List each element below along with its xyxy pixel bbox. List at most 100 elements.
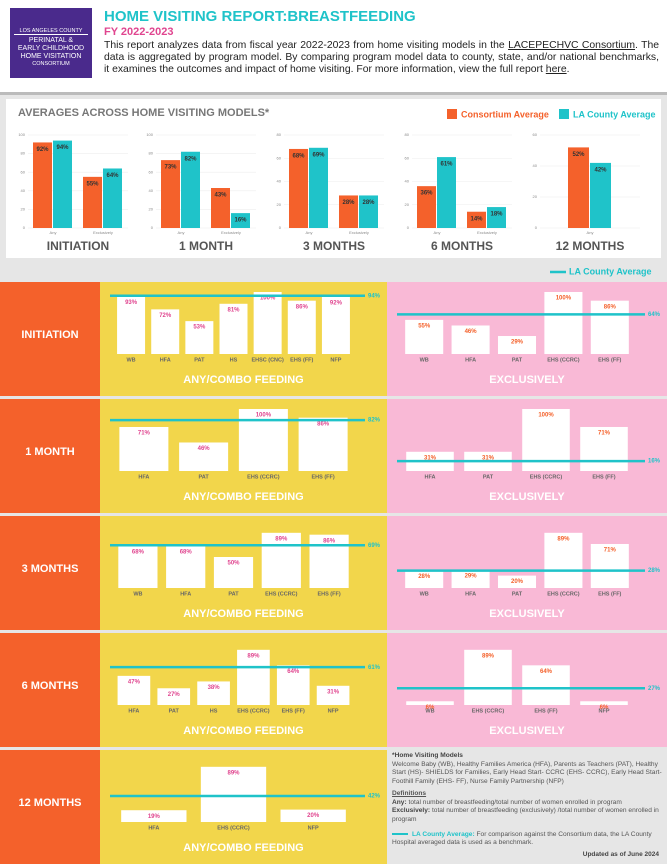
row-label-bg <box>0 399 100 513</box>
bar <box>316 685 350 705</box>
x-tick-label: EHS (CCRC) <box>265 591 298 597</box>
definition: total number of breastfeeding/total numb… <box>408 798 622 806</box>
bar <box>568 147 589 228</box>
term: LA County Average: <box>412 830 475 838</box>
bar <box>467 211 486 228</box>
row-label: 12 MONTHS <box>19 797 82 809</box>
bar <box>405 319 444 354</box>
panel-title: 12 MONTHS <box>556 239 625 253</box>
x-tick-label: PAT <box>512 357 523 363</box>
benchmark-label: 69% <box>368 543 381 549</box>
value-label: 86% <box>296 304 309 310</box>
benchmark-swatch <box>392 832 408 835</box>
x-tick-label: HFA <box>425 474 436 480</box>
y-tick-label: 0 <box>23 225 26 230</box>
link[interactable]: here <box>545 63 567 75</box>
bar <box>339 195 358 228</box>
value-label: 86% <box>604 304 617 310</box>
row-label: INITIATION <box>21 329 78 341</box>
bar <box>253 292 282 354</box>
logo: LOS ANGELES COUNTY PERINATAL & EARLY CHI… <box>10 8 92 78</box>
bar <box>544 532 583 588</box>
x-tick-label: EHS (CCRC) <box>547 357 580 363</box>
x-tick-label: PAT <box>199 474 210 480</box>
x-tick-label: WB <box>133 591 142 597</box>
bar <box>119 426 169 471</box>
row-label: 6 MONTHS <box>22 680 79 692</box>
x-tick-label: NFP <box>328 708 339 714</box>
x-tick-label: HFA <box>160 357 171 363</box>
x-tick-label: HS <box>230 357 238 363</box>
subtitle: FY 2022-2023 <box>104 26 174 38</box>
x-tick-label: EHS (CCRC) <box>472 708 505 714</box>
bar <box>580 701 628 705</box>
value-label: 100% <box>256 413 272 419</box>
y-tick-label: 0 <box>151 225 154 230</box>
benchmark-label: 42% <box>368 794 381 800</box>
logo-text: PERINATAL & <box>28 37 74 45</box>
x-tick-label: HFA <box>180 591 191 597</box>
bar <box>103 168 122 228</box>
value-label: 89% <box>482 653 495 659</box>
row-label-bg <box>0 282 100 396</box>
bar <box>437 157 456 228</box>
logo-text: EARLY CHILDHOOD <box>17 45 85 53</box>
value-label: 14% <box>470 216 483 222</box>
logo-text: LOS ANGELES COUNTY <box>14 28 88 36</box>
panel-title: INITIATION <box>47 239 109 253</box>
x-tick-label: NFP <box>599 708 610 714</box>
title: HOME VISITING REPORT:BREASTFEEDING <box>104 8 416 25</box>
value-label: 100% <box>556 296 572 302</box>
value-label: 72% <box>159 313 172 319</box>
bar <box>590 300 629 354</box>
y-tick-label: 60 <box>405 155 410 160</box>
x-tick-label: WB <box>420 591 429 597</box>
bar <box>289 148 308 228</box>
definitions-title: Definitions <box>392 790 427 798</box>
x-tick-label: WB <box>425 708 434 714</box>
bar <box>117 296 146 354</box>
x-tick-label: HFA <box>128 708 139 714</box>
intro: This report analyzes data from fiscal ye… <box>104 40 659 76</box>
x-tick-label: HFA <box>465 591 476 597</box>
y-tick-label: 20 <box>21 206 26 211</box>
intro-text: This report analyzes data from fiscal ye… <box>104 40 509 51</box>
value-label: 6% <box>600 705 609 711</box>
value-label: 36% <box>420 191 433 197</box>
term: Any: <box>392 798 407 806</box>
value-label: 31% <box>327 689 340 695</box>
panel-title: EXCLUSIVELY <box>489 725 565 737</box>
bar <box>219 303 248 354</box>
header-rule <box>0 92 667 95</box>
value-label: 64% <box>287 669 300 675</box>
bar <box>261 532 301 588</box>
value-label: 46% <box>465 329 478 335</box>
panel-title: ANY/COMBO FEEDING <box>183 842 303 854</box>
term: Exclusively: <box>392 807 431 815</box>
x-tick-label: HFA <box>465 357 476 363</box>
x-tick-label: NFP <box>308 825 319 831</box>
x-tick-label: PAT <box>194 357 205 363</box>
bar <box>497 336 537 354</box>
bar <box>231 213 250 228</box>
bar <box>179 442 229 471</box>
y-tick-label: 20 <box>533 194 538 199</box>
value-label: 94% <box>56 145 69 151</box>
value-label: 100% <box>538 413 554 419</box>
x-tick-label: PAT <box>512 591 523 597</box>
value-label: 89% <box>275 536 288 542</box>
x-tick-label: EHS (CCRC) <box>237 708 270 714</box>
value-label: 29% <box>511 340 524 346</box>
legend-label: LA County Average <box>573 109 656 119</box>
link[interactable]: LACEPECHVC Consortium <box>508 40 636 51</box>
x-tick-label: EHS (FF) <box>534 708 557 714</box>
y-tick-label: 100 <box>146 132 153 137</box>
value-label: 71% <box>604 548 617 554</box>
x-tick-label: PAT <box>169 708 180 714</box>
panel-title: 1 MONTH <box>179 239 233 253</box>
x-tick-label: EHS (FF) <box>592 474 615 480</box>
definition: For comparison against the Consortium da… <box>392 830 652 847</box>
bar <box>487 207 506 228</box>
x-tick-label: Any <box>306 230 313 235</box>
panel-title: EXCLUSIVELY <box>489 374 565 386</box>
